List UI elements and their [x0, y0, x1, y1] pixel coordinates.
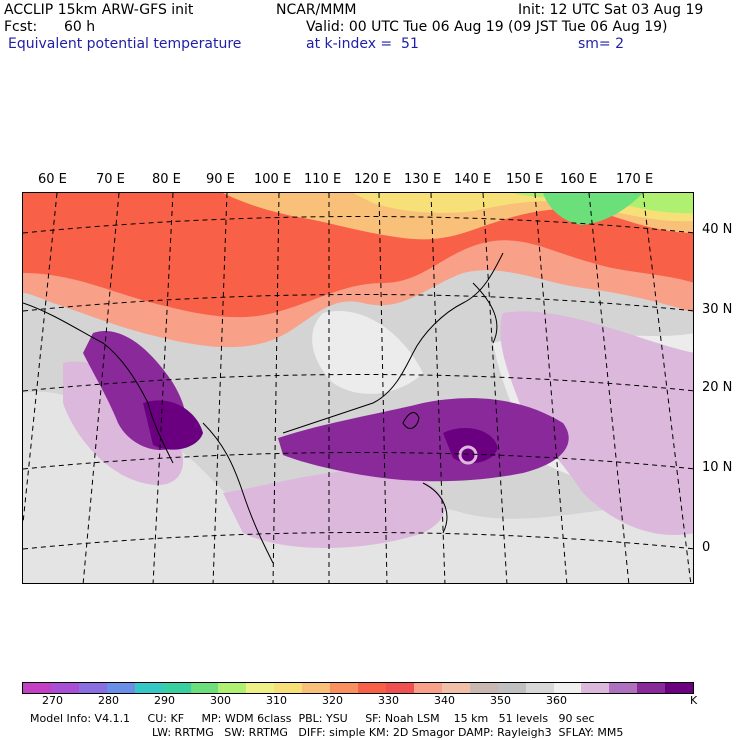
colorbar-swatch-11 [330, 683, 359, 693]
lon-label-110e: 110 E [304, 172, 342, 187]
light-grey-south [23, 391, 693, 583]
colorbar-tick-270: 270 [42, 694, 63, 707]
colorbar-swatch-16 [469, 683, 498, 693]
colorbar-tick-310: 310 [266, 694, 287, 707]
colorbar-swatch-0 [23, 683, 51, 693]
forecast-label: Fcst: [4, 19, 38, 35]
colorbar-swatch-1 [50, 683, 79, 693]
colorbar-swatch-22 [637, 683, 666, 693]
lon-label-170e: 170 E [616, 172, 654, 187]
lat-label-10n: 10 N [702, 460, 733, 475]
colorbar-swatch-12 [358, 683, 386, 693]
lat-label-30n: 30 N [702, 302, 733, 317]
lon-label-140e: 140 E [454, 172, 492, 187]
colorbar [22, 682, 694, 694]
colorbar-swatch-23 [665, 683, 694, 693]
red-band [23, 193, 693, 318]
smoothing-label: sm= 2 [578, 36, 625, 52]
lat-label-0: 0 [702, 540, 711, 555]
colorbar-swatch-7 [218, 683, 247, 693]
lon-label-120e: 120 E [354, 172, 392, 187]
monsoon-core-india [143, 400, 203, 450]
colorbar-swatch-6 [190, 683, 219, 693]
lon-label-130e: 130 E [404, 172, 442, 187]
colorbar-tick-280: 280 [98, 694, 119, 707]
forecast-hour: 60 h [64, 19, 96, 35]
lat-label-20n: 20 N [702, 380, 733, 395]
lat-label-40n: 40 N [702, 222, 733, 237]
init-time: Init: 12 UTC Sat 03 Aug 19 [518, 2, 704, 18]
model-info-line1: Model Info: V4.1.1 CU: KF MP: WDM 6class… [30, 712, 595, 725]
colorbar-swatch-4 [134, 683, 163, 693]
lon-label-160e: 160 E [560, 172, 598, 187]
lon-label-60e: 60 E [38, 172, 67, 187]
center-label: NCAR/MMM [276, 2, 357, 18]
light-green-band [513, 193, 693, 214]
monsoon-west-pacific [278, 398, 569, 482]
green-patch [543, 193, 643, 225]
colorbar-tick-360: 360 [546, 694, 567, 707]
pale-purple-south-china-sea [223, 470, 445, 548]
colorbar-swatch-13 [385, 683, 414, 693]
field-name: Equivalent potential temperature [8, 36, 242, 52]
colorbar-tick-300: 300 [210, 694, 231, 707]
model-info-line2: LW: RRTMG SW: RRTMG DIFF: simple KM: 2D … [152, 726, 624, 739]
lon-label-80e: 80 E [152, 172, 181, 187]
lon-label-100e: 100 E [254, 172, 292, 187]
colorbar-swatch-14 [413, 683, 442, 693]
model-title: ACCLIP 15km ARW-GFS init [4, 2, 194, 18]
colorbar-swatch-20 [581, 683, 610, 693]
colorbar-swatch-10 [302, 683, 331, 693]
lon-label-90e: 90 E [206, 172, 235, 187]
colorbar-swatch-18 [525, 683, 554, 693]
colorbar-tick-350: 350 [490, 694, 511, 707]
colorbar-swatch-8 [246, 683, 275, 693]
colorbar-swatch-19 [553, 683, 582, 693]
colorbar-swatch-5 [162, 683, 191, 693]
colorbar-tick-320: 320 [322, 694, 343, 707]
colorbar-swatch-21 [609, 683, 638, 693]
typhoon-eye-ring [458, 445, 478, 465]
valid-time: Valid: 00 UTC Tue 06 Aug 19 (09 JST Tue … [306, 19, 668, 35]
map-panel [22, 192, 694, 584]
lon-label-70e: 70 E [96, 172, 125, 187]
colorbar-tick-290: 290 [154, 694, 175, 707]
colorbar-swatch-2 [78, 683, 107, 693]
colorbar-swatch-3 [106, 683, 135, 693]
colorbar-tick-340: 340 [434, 694, 455, 707]
pale-purple-pacific [500, 311, 693, 535]
light-grey-china [312, 311, 423, 394]
islands [402, 282, 498, 534]
lon-label-150e: 150 E [506, 172, 544, 187]
colorbar-swatch-17 [497, 683, 526, 693]
graticule [23, 193, 693, 583]
theta-e-map [23, 193, 693, 583]
colorbar-swatch-9 [274, 683, 303, 693]
level-label: at k-index = 51 [306, 36, 419, 52]
colorbar-swatch-15 [441, 683, 470, 693]
colorbar-unit: K [690, 694, 698, 707]
colorbar-tick-330: 330 [378, 694, 399, 707]
